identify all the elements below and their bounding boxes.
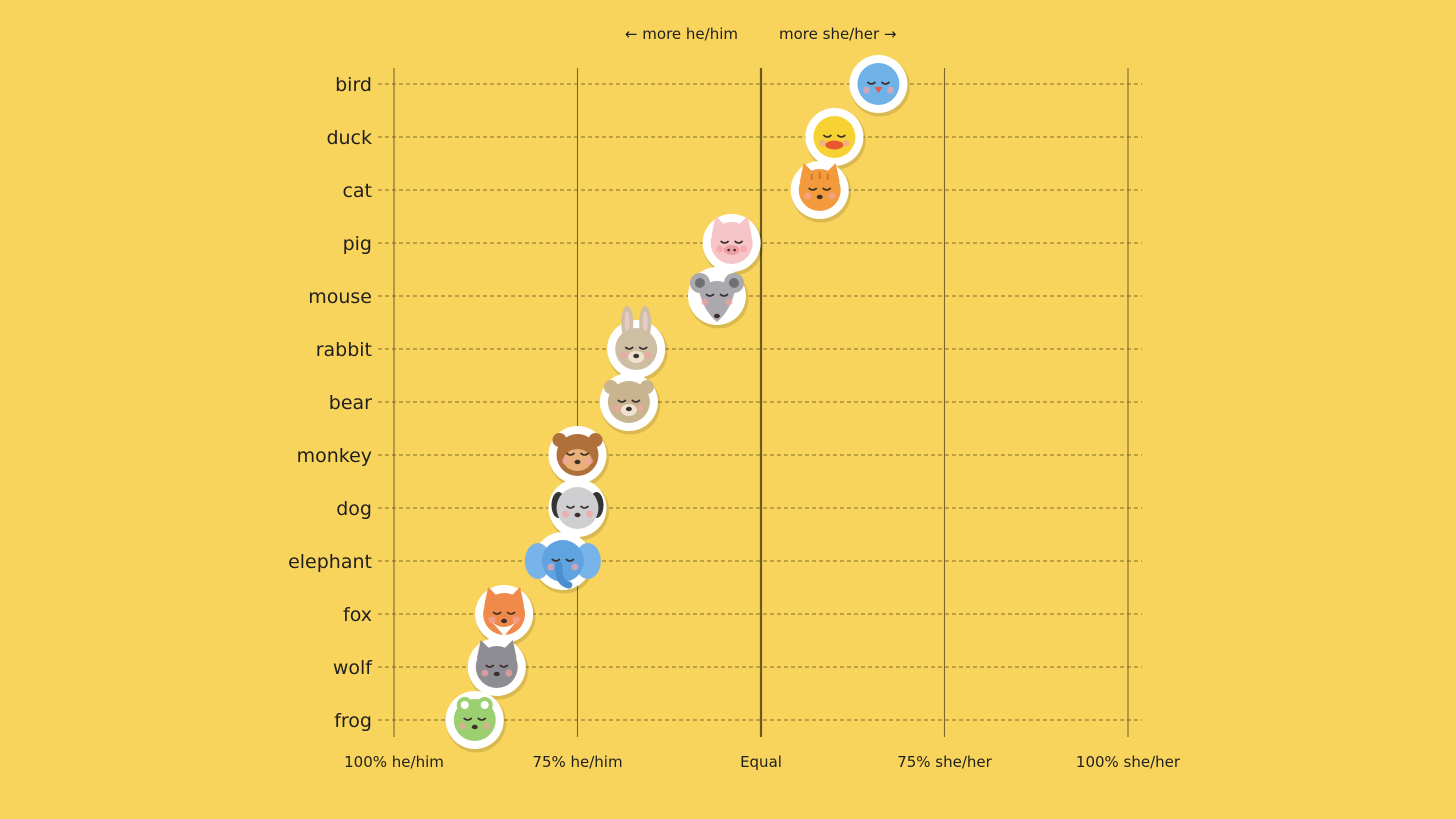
category-label: fox	[343, 604, 372, 626]
category-label: bear	[329, 392, 372, 414]
frog-icon	[445, 691, 507, 753]
category-labels: bird duck cat pig mouse rabbit bear monkey dog el…	[288, 74, 373, 732]
category-label: elephant	[288, 551, 372, 573]
fox-icon	[475, 585, 536, 647]
x-tick-label: 100% she/her	[1076, 753, 1181, 771]
monkey-icon	[548, 426, 609, 488]
x-tick-label: 75% he/him	[532, 753, 622, 771]
category-label: wolf	[333, 657, 373, 679]
direction-label-she: more she/her →	[779, 25, 896, 43]
category-label: monkey	[297, 445, 372, 467]
category-label: dog	[336, 498, 372, 520]
x-tick-labels: 100% he/him 75% he/him Equal 75% she/her 100…	[344, 753, 1181, 771]
direction-label-he: ← more he/him	[625, 25, 738, 43]
duck-icon	[805, 108, 866, 170]
bear-icon	[599, 373, 661, 435]
elephant-icon	[524, 532, 601, 594]
category-label: pig	[343, 233, 372, 255]
rabbit-icon	[607, 306, 668, 382]
category-label: bird	[335, 74, 372, 96]
category-label: frog	[334, 710, 372, 732]
mouse-icon	[687, 267, 749, 329]
wolf-icon	[467, 638, 529, 700]
category-label: rabbit	[316, 339, 372, 361]
x-tick-label: 100% he/him	[344, 753, 444, 771]
category-label: duck	[326, 127, 372, 149]
category-label: cat	[342, 180, 372, 202]
x-tick-label: Equal	[740, 753, 782, 771]
x-tick-label: 75% she/her	[897, 753, 992, 771]
dog-icon	[548, 479, 609, 541]
cat-icon	[790, 161, 852, 223]
category-label: mouse	[308, 286, 372, 308]
animal-markers	[445, 55, 910, 753]
pig-icon	[702, 214, 764, 276]
bird-icon	[849, 55, 910, 117]
